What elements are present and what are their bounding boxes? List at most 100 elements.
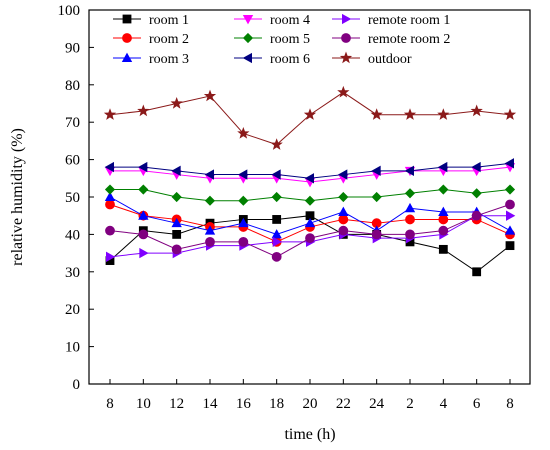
data-point-outdoor	[137, 104, 150, 117]
data-point-remote-room-1	[139, 247, 149, 259]
data-point-remote-room-2	[438, 225, 449, 236]
y-tick-label: 50	[65, 190, 80, 206]
x-tick-label: 2	[406, 396, 414, 412]
data-point-room-1	[438, 244, 448, 254]
x-tick-label: 8	[506, 396, 514, 412]
series-line-outdoor	[109, 91, 511, 146]
data-point-remote-room-2	[105, 225, 115, 236]
data-point-room-1	[172, 229, 182, 239]
data-point-room-3	[171, 217, 182, 228]
data-point-room-3	[104, 191, 116, 202]
legend-label: room 4	[270, 13, 310, 28]
data-point-outdoor	[503, 108, 517, 120]
data-point-room-5	[238, 195, 249, 206]
data-point-room-3	[271, 229, 282, 239]
series-remote-room-2	[105, 199, 515, 262]
data-point-remote-room-2	[171, 244, 182, 255]
y-tick-label: 40	[65, 227, 80, 243]
legend-marker	[341, 13, 352, 25]
x-tick-label: 10	[136, 396, 151, 412]
data-point-room-5	[371, 191, 382, 203]
data-point-room-6	[438, 161, 448, 173]
data-point-room-1	[272, 215, 282, 224]
data-point-room-5	[271, 191, 282, 203]
legend-marker	[122, 14, 132, 24]
legend-item-remote-room-2: remote room 2	[332, 32, 450, 47]
x-tick-label: 22	[336, 396, 351, 412]
data-point-remote-room-2	[238, 236, 249, 247]
data-point-remote-room-2	[271, 251, 282, 262]
data-point-room-6	[504, 158, 514, 169]
legend-label: remote room 2	[368, 32, 450, 47]
legend-marker	[242, 14, 254, 25]
data-point-remote-room-2	[505, 199, 515, 210]
data-point-outdoor	[170, 97, 183, 109]
data-point-outdoor	[437, 108, 450, 120]
data-point-outdoor	[470, 104, 483, 117]
data-point-room-6	[204, 169, 215, 180]
data-point-room-6	[404, 165, 415, 176]
data-point-room-1	[472, 267, 482, 277]
data-point-room-6	[171, 165, 181, 176]
data-point-room-6	[138, 161, 148, 173]
x-tick-label: 16	[236, 396, 252, 412]
data-point-remote-room-1	[272, 236, 282, 248]
data-point-room-2	[338, 214, 349, 225]
data-point-room-3	[338, 206, 349, 216]
x-axis-title: time (h)	[284, 426, 335, 443]
legend-marker	[242, 52, 253, 64]
data-point-outdoor	[370, 108, 383, 120]
data-point-room-6	[271, 169, 281, 180]
legend-marker	[122, 33, 132, 43]
legend-label: room 5	[270, 32, 310, 47]
data-point-remote-room-2	[338, 225, 349, 236]
data-point-outdoor	[103, 108, 117, 120]
data-point-room-6	[104, 161, 114, 173]
x-tick-label: 24	[369, 396, 385, 412]
data-point-room-6	[338, 169, 348, 180]
data-point-room-5	[338, 191, 349, 203]
series-outdoor	[103, 85, 517, 150]
x-tick-label: 12	[169, 396, 184, 412]
legend-marker	[242, 32, 254, 44]
x-tick-label: 20	[303, 396, 318, 412]
data-point-room-5	[404, 188, 416, 199]
legend-label: room 1	[149, 13, 189, 28]
x-tick-label: 8	[106, 396, 114, 412]
data-point-outdoor	[237, 126, 250, 139]
data-point-room-5	[104, 184, 116, 195]
y-tick-label: 10	[65, 340, 80, 356]
y-tick-label: 80	[65, 78, 80, 94]
data-point-room-6	[238, 169, 248, 180]
data-point-remote-room-1	[505, 210, 516, 221]
legend-marker	[339, 51, 353, 64]
series-room-6	[104, 158, 514, 184]
legend: room 1 room 2 room 3 room 4 room 5 room 6 remo…	[113, 13, 450, 67]
data-point-remote-room-2	[205, 236, 215, 247]
data-point-outdoor	[203, 89, 217, 102]
data-point-room-3	[204, 225, 216, 235]
data-point-remote-room-2	[138, 229, 149, 240]
data-point-room-5	[304, 195, 316, 206]
data-point-room-3	[404, 202, 416, 213]
data-point-room-5	[204, 195, 216, 206]
data-point-remote-room-1	[106, 251, 116, 263]
y-tick-label: 60	[65, 153, 80, 169]
y-tick-label: 20	[65, 302, 80, 318]
x-tick-label: 14	[203, 396, 219, 412]
data-point-remote-room-2	[371, 229, 382, 240]
legend-label: room 3	[149, 52, 189, 67]
data-point-outdoor	[270, 138, 283, 150]
data-point-room-3	[138, 210, 149, 220]
data-point-remote-room-2	[405, 229, 415, 240]
legend-item-room-2: room 2	[113, 32, 189, 47]
y-tick-label: 30	[65, 265, 80, 281]
data-point-room-3	[504, 225, 516, 235]
data-point-room-5	[438, 184, 449, 195]
data-point-room-6	[471, 161, 481, 173]
legend-label: remote room 1	[368, 13, 450, 28]
y-tick-label: 70	[65, 115, 80, 131]
data-point-outdoor	[303, 108, 317, 120]
